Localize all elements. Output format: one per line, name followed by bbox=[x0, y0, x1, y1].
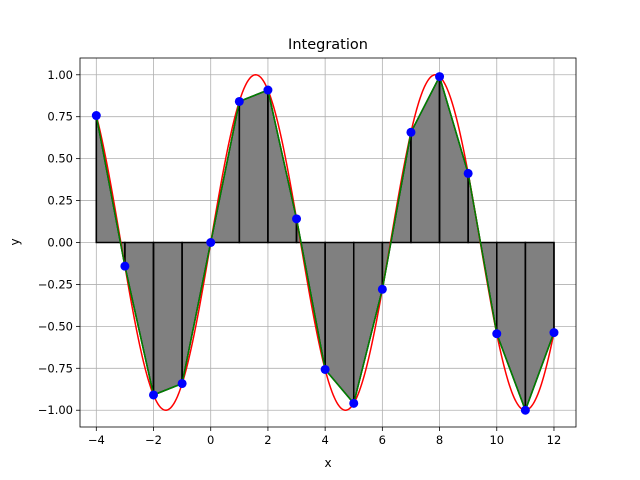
sample-point-marker bbox=[492, 329, 502, 339]
sample-point-marker bbox=[234, 96, 244, 106]
sample-point-marker bbox=[206, 238, 216, 247]
chart-title: Integration bbox=[288, 37, 368, 53]
y-tick-label: 0.75 bbox=[47, 110, 73, 124]
x-axis-label: x bbox=[324, 456, 331, 470]
y-tick-label: 0.00 bbox=[47, 236, 73, 250]
trapezoid bbox=[152, 241, 183, 397]
sample-point-marker bbox=[149, 390, 159, 400]
x-tick-label: 8 bbox=[436, 433, 443, 447]
sample-point-marker bbox=[435, 72, 445, 82]
sample-point-marker bbox=[520, 405, 530, 415]
trapezoid-dividers bbox=[95, 76, 555, 411]
y-tick-label: −0.75 bbox=[38, 361, 73, 375]
sample-point-marker bbox=[292, 214, 302, 224]
sample-point-marker bbox=[549, 328, 559, 338]
x-tick-label: 0 bbox=[207, 433, 214, 447]
y-axis-label: y bbox=[8, 238, 22, 245]
trapezoid bbox=[238, 88, 269, 244]
sample-point-marker bbox=[377, 284, 387, 294]
y-axis-ticks: −1.00 −0.75 −0.50 −0.25 0.00 0.25 0.50 0.75 1.00 bbox=[38, 68, 80, 417]
x-axis-ticks: −4 −2 0 2 4 6 8 10 12 bbox=[88, 427, 561, 447]
sample-point-marker bbox=[91, 111, 101, 121]
y-tick-label: −1.00 bbox=[38, 403, 73, 417]
y-tick-label: −0.25 bbox=[38, 277, 73, 291]
x-tick-label: 10 bbox=[489, 433, 504, 447]
x-tick-label: −2 bbox=[145, 433, 162, 447]
x-tick-label: 4 bbox=[321, 433, 328, 447]
x-tick-label: −4 bbox=[88, 433, 105, 447]
sample-point-marker bbox=[463, 168, 473, 178]
y-tick-label: 0.50 bbox=[47, 152, 73, 166]
sample-point-marker bbox=[120, 261, 130, 271]
y-tick-label: 0.25 bbox=[47, 194, 73, 208]
y-tick-label: −0.50 bbox=[38, 319, 73, 333]
sample-point-marker bbox=[406, 127, 416, 137]
sample-point-marker bbox=[177, 379, 187, 389]
sample-point-marker bbox=[263, 85, 273, 95]
sample-point-marker bbox=[320, 364, 330, 374]
sample-points bbox=[91, 72, 559, 415]
x-tick-label: 6 bbox=[379, 433, 386, 447]
x-tick-label: 2 bbox=[264, 433, 271, 447]
sample-point-marker bbox=[349, 398, 359, 408]
y-tick-label: 1.00 bbox=[47, 68, 73, 82]
x-tick-label: 12 bbox=[547, 433, 562, 447]
